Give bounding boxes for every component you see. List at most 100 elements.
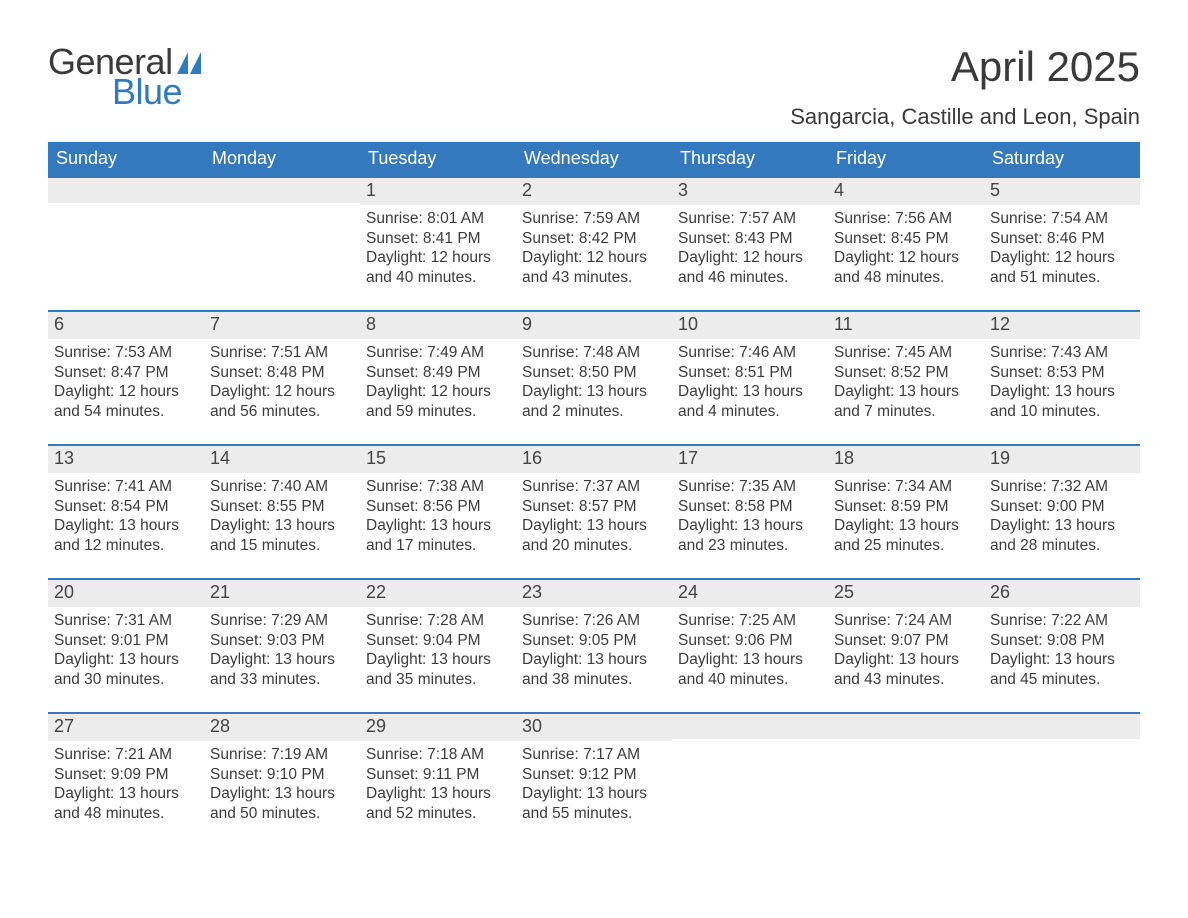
- day-sunset: Sunset: 8:45 PM: [834, 229, 978, 249]
- weekday-header: Wednesday: [516, 142, 672, 176]
- month-title: April 2025: [790, 44, 1140, 90]
- day-sunset: Sunset: 9:03 PM: [210, 631, 354, 651]
- page-header: General Blue April 2025 Sangarcia, Casti…: [48, 44, 1140, 130]
- day-daylight1: Daylight: 12 hours: [678, 248, 822, 268]
- day-sunset: Sunset: 9:01 PM: [54, 631, 198, 651]
- day-cell: 17Sunrise: 7:35 AMSunset: 8:58 PMDayligh…: [672, 446, 828, 572]
- day-daylight2: and 20 minutes.: [522, 536, 666, 556]
- day-sunset: Sunset: 8:58 PM: [678, 497, 822, 517]
- day-cell: 11Sunrise: 7:45 AMSunset: 8:52 PMDayligh…: [828, 312, 984, 438]
- day-daylight2: and 38 minutes.: [522, 670, 666, 690]
- day-daylight1: Daylight: 13 hours: [834, 650, 978, 670]
- day-body: Sunrise: 7:19 AMSunset: 9:10 PMDaylight:…: [204, 741, 360, 830]
- day-daylight1: Daylight: 13 hours: [210, 516, 354, 536]
- day-daylight1: Daylight: 13 hours: [366, 516, 510, 536]
- day-daylight1: Daylight: 12 hours: [54, 382, 198, 402]
- day-body: Sunrise: 7:28 AMSunset: 9:04 PMDaylight:…: [360, 607, 516, 696]
- day-sunrise: Sunrise: 7:46 AM: [678, 343, 822, 363]
- day-cell: 3Sunrise: 7:57 AMSunset: 8:43 PMDaylight…: [672, 178, 828, 304]
- weekday-header: Thursday: [672, 142, 828, 176]
- day-sunset: Sunset: 8:51 PM: [678, 363, 822, 383]
- day-daylight1: Daylight: 13 hours: [990, 516, 1134, 536]
- day-cell: 24 Sunrise: 7:25 AMSunset: 9:06 PMDayligh…: [672, 580, 828, 706]
- day-daylight1: Daylight: 13 hours: [54, 784, 198, 804]
- day-sunrise: Sunrise: 7:57 AM: [678, 209, 822, 229]
- day-daylight1: Daylight: 13 hours: [522, 516, 666, 536]
- day-sunset: Sunset: 9:09 PM: [54, 765, 198, 785]
- day-daylight2: and 25 minutes.: [834, 536, 978, 556]
- day-body: Sunrise: 7:45 AMSunset: 8:52 PMDaylight:…: [828, 339, 984, 428]
- day-number: 24: [672, 580, 828, 607]
- day-body: Sunrise: 7:17 AMSunset: 9:12 PMDaylight:…: [516, 741, 672, 830]
- day-daylight2: and 4 minutes.: [678, 402, 822, 422]
- day-cell: 30Sunrise: 7:17 AMSunset: 9:12 PMDayligh…: [516, 714, 672, 840]
- day-sunset: Sunset: 8:42 PM: [522, 229, 666, 249]
- day-sunrise: Sunrise: 7:51 AM: [210, 343, 354, 363]
- day-daylight2: and 7 minutes.: [834, 402, 978, 422]
- day-daylight2: and 48 minutes.: [54, 804, 198, 824]
- day-sunset: Sunset: 8:46 PM: [990, 229, 1134, 249]
- day-daylight2: and 40 minutes.: [678, 670, 822, 690]
- day-sunrise: Sunrise: 7:21 AM: [54, 745, 198, 765]
- day-daylight2: and 50 minutes.: [210, 804, 354, 824]
- day-number: 4: [828, 178, 984, 205]
- day-body: Sunrise: 7:51 AMSunset: 8:48 PMDaylight:…: [204, 339, 360, 428]
- day-daylight1: Daylight: 12 hours: [210, 382, 354, 402]
- day-daylight1: Daylight: 13 hours: [834, 516, 978, 536]
- day-number: 20: [48, 580, 204, 607]
- day-sunset: Sunset: 9:06 PM: [678, 631, 822, 651]
- day-cell: 18Sunrise: 7:34 AMSunset: 8:59 PMDayligh…: [828, 446, 984, 572]
- day-body: Sunrise: 7:34 AMSunset: 8:59 PMDaylight:…: [828, 473, 984, 562]
- week-row: 27Sunrise: 7:21 AMSunset: 9:09 PMDayligh…: [48, 712, 1140, 840]
- day-sunset: Sunset: 8:56 PM: [366, 497, 510, 517]
- day-body: Sunrise: 7:22 AMSunset: 9:08 PMDaylight:…: [984, 607, 1140, 696]
- day-cell: 27Sunrise: 7:21 AMSunset: 9:09 PMDayligh…: [48, 714, 204, 840]
- day-sunset: Sunset: 8:49 PM: [366, 363, 510, 383]
- day-body: Sunrise: 7:54 AMSunset: 8:46 PMDaylight:…: [984, 205, 1140, 294]
- day-body: Sunrise: 7:43 AMSunset: 8:53 PMDaylight:…: [984, 339, 1140, 428]
- day-sunrise: Sunrise: 7:29 AM: [210, 611, 354, 631]
- day-sunrise: Sunrise: 7:45 AM: [834, 343, 978, 363]
- day-sunrise: Sunrise: 7:31 AM: [54, 611, 198, 631]
- day-sunset: Sunset: 8:47 PM: [54, 363, 198, 383]
- day-daylight1: Daylight: 12 hours: [366, 248, 510, 268]
- day-sunrise: Sunrise: 7:53 AM: [54, 343, 198, 363]
- calendar: Sunday Monday Tuesday Wednesday Thursday…: [48, 142, 1140, 840]
- day-sunrise: Sunrise: 7:48 AM: [522, 343, 666, 363]
- day-sunset: Sunset: 8:59 PM: [834, 497, 978, 517]
- day-cell: 28Sunrise: 7:19 AMSunset: 9:10 PMDayligh…: [204, 714, 360, 840]
- day-number: 18: [828, 446, 984, 473]
- day-cell: 13Sunrise: 7:41 AMSunset: 8:54 PMDayligh…: [48, 446, 204, 572]
- day-number: [672, 714, 828, 739]
- day-number: 29: [360, 714, 516, 741]
- day-daylight2: and 30 minutes.: [54, 670, 198, 690]
- day-cell: 20Sunrise: 7:31 AMSunset: 9:01 PMDayligh…: [48, 580, 204, 706]
- day-daylight2: and 43 minutes.: [522, 268, 666, 288]
- day-sunset: Sunset: 9:10 PM: [210, 765, 354, 785]
- day-body: Sunrise: 7:40 AMSunset: 8:55 PMDaylight:…: [204, 473, 360, 562]
- weekday-header: Sunday: [48, 142, 204, 176]
- day-body: Sunrise: 7:56 AMSunset: 8:45 PMDaylight:…: [828, 205, 984, 294]
- location-subtitle: Sangarcia, Castille and Leon, Spain: [790, 104, 1140, 130]
- day-daylight1: Daylight: 12 hours: [366, 382, 510, 402]
- day-daylight2: and 33 minutes.: [210, 670, 354, 690]
- day-cell: 6Sunrise: 7:53 AMSunset: 8:47 PMDaylight…: [48, 312, 204, 438]
- weekday-header: Friday: [828, 142, 984, 176]
- day-body: Sunrise: 7:59 AMSunset: 8:42 PMDaylight:…: [516, 205, 672, 294]
- day-cell: 22Sunrise: 7:28 AMSunset: 9:04 PMDayligh…: [360, 580, 516, 706]
- day-number: 25: [828, 580, 984, 607]
- day-daylight1: Daylight: 12 hours: [834, 248, 978, 268]
- day-daylight2: and 54 minutes.: [54, 402, 198, 422]
- day-cell: [672, 714, 828, 840]
- day-sunrise: Sunrise: 7:35 AM: [678, 477, 822, 497]
- day-number: 21: [204, 580, 360, 607]
- day-sunrise: Sunrise: 7:25 AM: [678, 611, 822, 631]
- day-number: [828, 714, 984, 739]
- day-body: Sunrise: 8:01 AMSunset: 8:41 PMDaylight:…: [360, 205, 516, 294]
- week-row: 1Sunrise: 8:01 AMSunset: 8:41 PMDaylight…: [48, 176, 1140, 304]
- day-cell: 21Sunrise: 7:29 AMSunset: 9:03 PMDayligh…: [204, 580, 360, 706]
- day-cell: 29Sunrise: 7:18 AMSunset: 9:11 PMDayligh…: [360, 714, 516, 840]
- day-daylight1: Daylight: 13 hours: [678, 650, 822, 670]
- day-daylight2: and 15 minutes.: [210, 536, 354, 556]
- day-body: Sunrise: 7:38 AMSunset: 8:56 PMDaylight:…: [360, 473, 516, 562]
